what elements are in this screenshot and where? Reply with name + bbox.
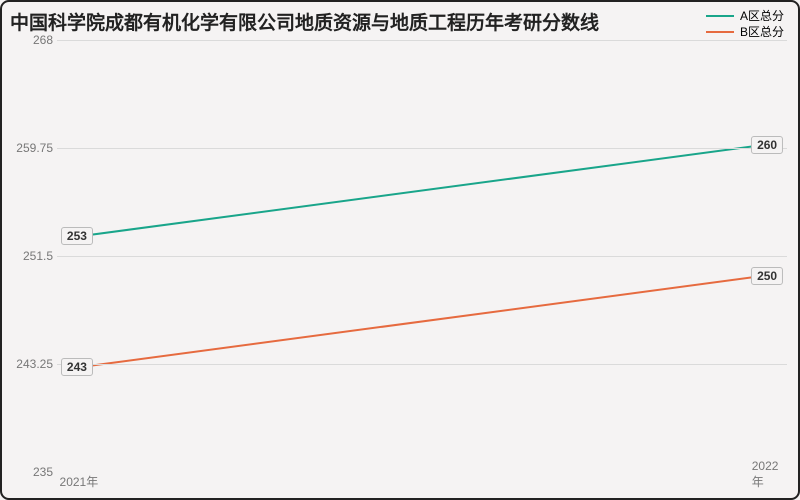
legend-label: A区总分 — [740, 8, 784, 24]
value-label: 253 — [61, 227, 93, 245]
series-line — [79, 276, 765, 368]
y-tick-label: 259.75 — [9, 141, 53, 155]
x-tick-label: 2022年 — [752, 459, 779, 490]
chart-title: 中国科学院成都有机化学有限公司地质资源与地质工程历年考研分数线 — [10, 8, 599, 35]
value-label: 260 — [751, 136, 783, 154]
y-tick-label: 243.25 — [9, 357, 53, 371]
gridline — [57, 364, 787, 365]
plot-area: 235243.25251.5259.752682021年2022年2532602… — [57, 40, 787, 472]
series-line — [79, 145, 765, 237]
value-label: 243 — [61, 358, 93, 376]
y-tick-label: 251.5 — [9, 249, 53, 263]
legend-swatch-b — [706, 31, 734, 33]
gridline — [57, 256, 787, 257]
value-label: 250 — [751, 267, 783, 285]
legend-item: B区总分 — [706, 24, 784, 40]
legend: A区总分 B区总分 — [706, 8, 784, 40]
y-tick-label: 268 — [9, 33, 53, 47]
x-tick-label: 2021年 — [60, 473, 99, 490]
gridline — [57, 148, 787, 149]
legend-item: A区总分 — [706, 8, 784, 24]
gridline — [57, 40, 787, 41]
y-tick-label: 235 — [9, 465, 53, 479]
legend-label: B区总分 — [740, 24, 784, 40]
legend-swatch-a — [706, 15, 734, 17]
